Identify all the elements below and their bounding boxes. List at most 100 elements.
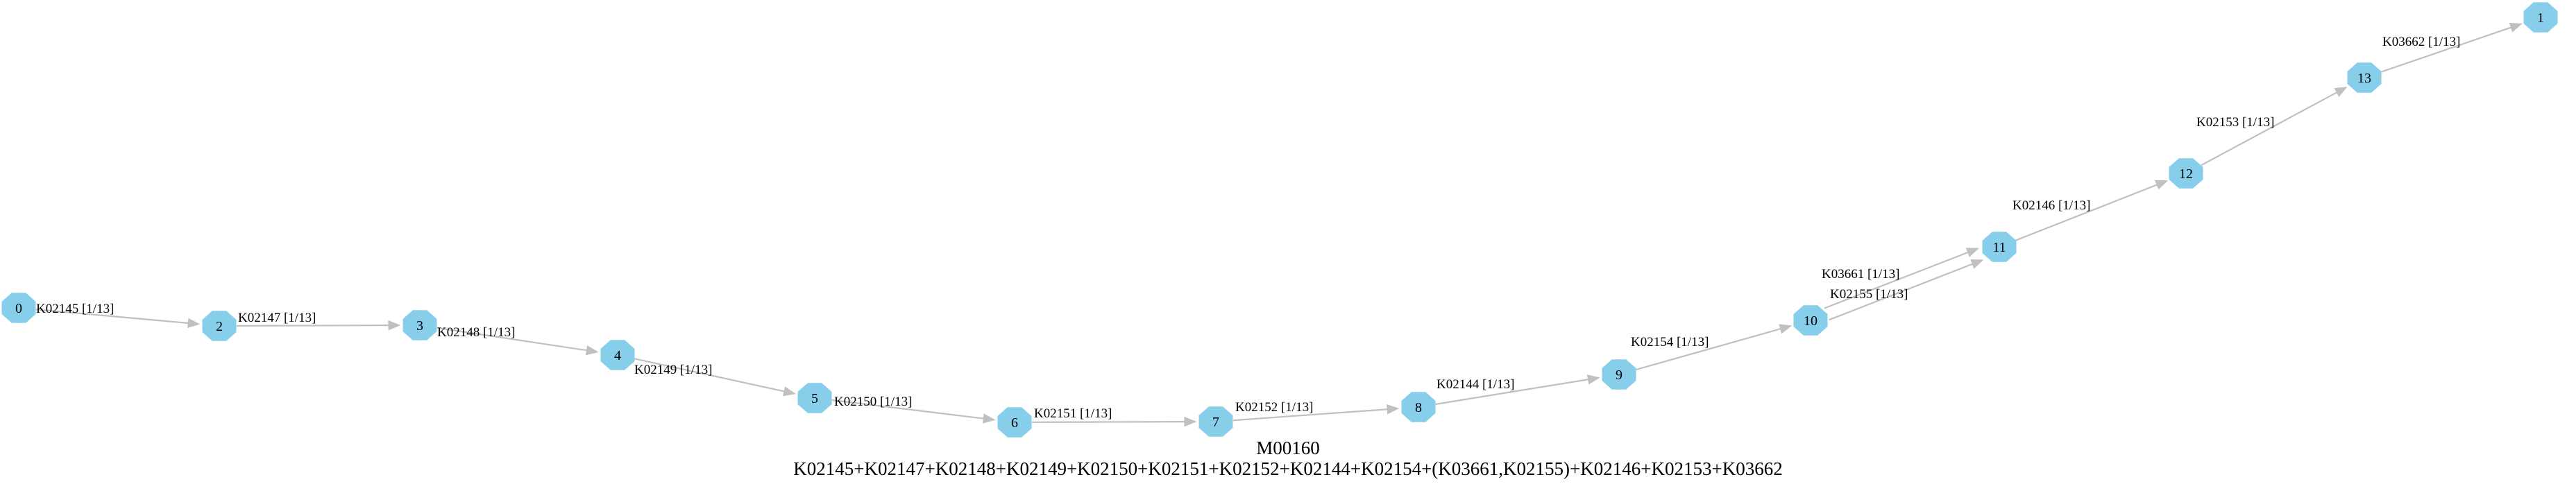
edge-8-9: K02144 [1/13]	[1435, 374, 1600, 406]
octagon-icon	[997, 407, 1032, 438]
edge-3-4: K02148 [1/13]	[437, 325, 599, 356]
octagon-icon	[2169, 158, 2203, 189]
arrowhead-icon	[2509, 22, 2523, 33]
edge-label: K02150 [1/13]	[834, 395, 912, 409]
edge-line	[236, 325, 389, 327]
node-label: 10	[1804, 313, 1817, 329]
node-label: 1	[2537, 10, 2544, 26]
edge-line	[437, 327, 587, 352]
node-0: 0	[1, 293, 36, 323]
node-10: 10	[1793, 305, 1828, 336]
edge-label: K02148 [1/13]	[437, 325, 515, 340]
edge-line	[2015, 184, 2158, 241]
arrowhead-icon	[2155, 180, 2169, 190]
octagon-icon	[1198, 406, 1233, 437]
node-label: 0	[15, 301, 22, 316]
node-9: 9	[1602, 359, 1636, 390]
node-label: 7	[1212, 415, 1219, 430]
node-13: 13	[2347, 62, 2382, 93]
node-label: 9	[1616, 368, 1622, 383]
arrowhead-icon	[982, 413, 996, 424]
edge-4-5: K02149 [1/13]	[634, 358, 796, 397]
octagon-icon	[1982, 232, 2017, 262]
edge-label: K03662 [1/13]	[2382, 35, 2460, 49]
node-12: 12	[2169, 158, 2203, 189]
octagon-icon	[2347, 62, 2382, 93]
edge-11-12: K02146 [1/13]	[2012, 180, 2169, 241]
octagon-icon	[402, 310, 437, 340]
node-8: 8	[1401, 392, 1436, 422]
arrowhead-icon	[187, 318, 201, 329]
edge-label: K02153 [1/13]	[2196, 115, 2274, 130]
arrowhead-icon	[783, 386, 796, 397]
node-7: 7	[1198, 406, 1233, 437]
edge-10-11-1: K03661 [1/13]	[1822, 248, 1979, 309]
edge-6-7: K02151 [1/13]	[1031, 406, 1197, 427]
module-definition: K02145+K02147+K02148+K02149+K02150+K0215…	[793, 458, 1782, 479]
octagon-icon	[1401, 392, 1436, 422]
edges-layer: K02145 [1/13] K02147 [1/13] K02148 [1/13] K…	[35, 22, 2523, 427]
nodes-layer: 0 2 3 4 5 6 7 8 9 10 11 12 13 1	[1, 2, 2558, 438]
node-label: 8	[1415, 400, 1422, 415]
edge-line	[35, 309, 189, 325]
arrowhead-icon	[1965, 248, 1979, 257]
octagon-icon	[1, 293, 36, 323]
node-label: 4	[614, 348, 621, 363]
edge-line	[1435, 379, 1588, 406]
edge-label: K02145 [1/13]	[36, 302, 114, 316]
edge-label: K02155 [1/13]	[1830, 287, 1908, 302]
arrowhead-icon	[1387, 404, 1400, 415]
arrowhead-icon	[388, 320, 401, 331]
node-3: 3	[402, 310, 437, 340]
edge-5-6: K02150 [1/13]	[831, 395, 996, 424]
octagon-icon	[1602, 359, 1636, 390]
edge-13-1: K03662 [1/13]	[2380, 22, 2523, 73]
edge-label: K02147 [1/13]	[238, 311, 316, 325]
node-label: 11	[1992, 240, 2006, 255]
node-label: 3	[416, 318, 423, 334]
arrowhead-icon	[1970, 259, 1984, 269]
arrowhead-icon	[1586, 374, 1600, 385]
node-2: 2	[202, 311, 237, 341]
edge-10-11-2: K02155 [1/13]	[1829, 259, 1984, 321]
octagon-icon	[1793, 305, 1828, 336]
octagon-icon	[202, 311, 237, 341]
edge-12-13: K02153 [1/13]	[2196, 87, 2348, 166]
node-label: 6	[1011, 415, 1018, 431]
octagon-icon	[797, 383, 832, 413]
node-4: 4	[600, 340, 635, 370]
edge-label: K02144 [1/13]	[1437, 377, 1514, 392]
octagon-icon	[600, 340, 635, 370]
edge-line	[831, 399, 984, 420]
edge-label: K02151 [1/13]	[1034, 406, 1112, 421]
edge-line	[634, 358, 785, 392]
arrowhead-icon	[2334, 87, 2348, 97]
edge-9-10: K02154 [1/13]	[1631, 324, 1793, 371]
arrowhead-icon	[1779, 324, 1793, 334]
edge-line	[1635, 328, 1781, 371]
node-1: 1	[2523, 2, 2558, 33]
node-11: 11	[1982, 232, 2017, 262]
node-label: 12	[2179, 166, 2193, 182]
node-6: 6	[997, 407, 1032, 438]
node-label: 13	[2357, 71, 2371, 86]
edge-line	[1824, 251, 1969, 309]
edge-label: K03661 [1/13]	[1822, 267, 1899, 282]
arrowhead-icon	[585, 345, 599, 356]
arrowhead-icon	[1184, 416, 1197, 427]
module-id: M00160	[1256, 438, 1320, 458]
edge-line	[2380, 26, 2511, 73]
edge-label: K02146 [1/13]	[2012, 198, 2090, 213]
edge-label: K02149 [1/13]	[634, 363, 712, 377]
node-label: 5	[811, 391, 818, 406]
node-label: 2	[216, 319, 223, 334]
edge-2-3: K02147 [1/13]	[236, 311, 401, 331]
edge-line	[2201, 92, 2337, 166]
edge-0-2: K02145 [1/13]	[35, 302, 201, 329]
edge-label: K02152 [1/13]	[1235, 400, 1313, 415]
edge-line	[1829, 263, 1973, 321]
octagon-icon	[2523, 2, 2558, 33]
edge-line	[1232, 408, 1388, 422]
edge-label: K02154 [1/13]	[1631, 335, 1709, 349]
